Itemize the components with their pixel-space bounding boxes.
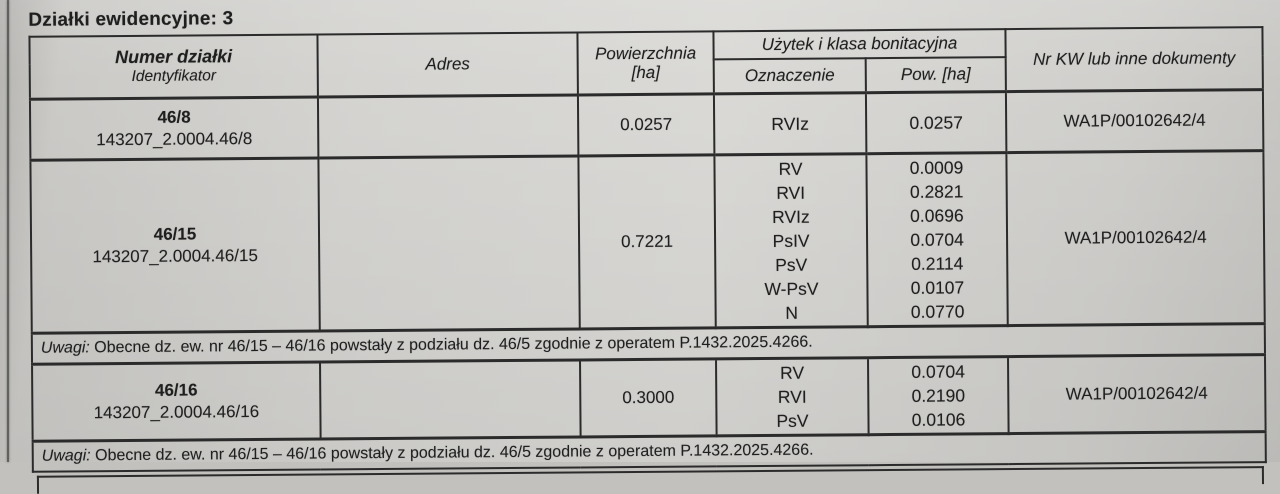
kw-number-cell: WA1P/00102642/4 [1007, 354, 1266, 434]
column-header-kw: Nr KW lub inne dokumenty [1005, 27, 1263, 92]
landuse-area: 0.0106 [911, 409, 966, 430]
total-area-cell: 0.3000 [580, 358, 717, 437]
landuse-area: 0.0704 [911, 361, 965, 382]
plot-identifier: 143207_2.0004.46/8 [96, 129, 253, 150]
table-row: 46/16 143207_2.0004.46/16 0.3000 RV RVI PsV 0.… [32, 354, 1266, 442]
identifier-label: Identyfikator [131, 67, 217, 85]
address-cell [320, 359, 581, 440]
landuse-areas-cell: 0.0704 0.2190 0.0106 [868, 356, 1009, 435]
header-row-1: Numer działki Identyfikator Adres Powier… [29, 27, 1263, 100]
landuse-symbol: RV [778, 158, 803, 179]
landuse-symbol: RVI [776, 182, 806, 203]
total-area-cell: 0.0257 [577, 93, 715, 156]
table-body: 46/8 143207_2.0004.46/8 0.0257 RVIz 0.0257 WA… [29, 89, 1266, 472]
column-header-landuse-group: Użytek i klasa bonitacyjna [713, 29, 1006, 60]
landuse-symbol: PsV [776, 410, 809, 431]
landuse-area: 0.0770 [910, 301, 965, 322]
table-row: 46/8 143207_2.0004.46/8 0.0257 RVIz 0.0257 WA… [29, 89, 1264, 161]
column-header-landuse-area: Pow. [ha] [865, 57, 1006, 93]
remarks-text: Obecne dz. ew. nr 46/15 – 46/16 powstały… [95, 441, 814, 465]
kw-number-cell: WA1P/00102642/4 [1005, 89, 1264, 153]
landuse-area: 0.0107 [910, 277, 965, 298]
plot-number: 46/8 [157, 107, 191, 127]
plot-number-cell: 46/15 143207_2.0004.46/15 [30, 158, 320, 334]
landuse-symbol: PsIV [772, 230, 810, 251]
landuse-symbols-cell: RV RVI PsV [716, 357, 869, 436]
landuse-symbols-cell: RV RVI RVIz PsIV PsV W-PsV N [714, 153, 868, 328]
remarks-text: Obecne dz. ew. nr 46/15 – 46/16 powstały… [94, 333, 813, 357]
table-row: 46/15 143207_2.0004.46/15 0.7221 RV RVI RVIz P… [30, 150, 1265, 334]
landuse-area: 0.0257 [909, 112, 964, 133]
landuse-area: 0.2821 [909, 181, 964, 202]
landuse-symbol: W-PsV [764, 278, 819, 300]
page-fold-line [7, 0, 9, 462]
column-header-area: Powierzchnia [ha] [577, 31, 714, 95]
area-label-line2: [ha] [631, 62, 661, 83]
table-header: Numer działki Identyfikator Adres Powier… [29, 27, 1263, 100]
landuse-area: 0.0704 [910, 229, 964, 250]
plot-number: 46/16 [154, 380, 198, 400]
landuse-area: 0.2114 [911, 253, 964, 274]
remarks-label: Uwagi: [40, 339, 90, 357]
landuse-symbol: RVIz [771, 113, 810, 134]
column-header-plot-number: Numer działki Identyfikator [29, 34, 318, 100]
plot-number: 46/15 [153, 224, 197, 244]
landuse-area: 0.0009 [909, 157, 964, 178]
landuse-symbol: RVIz [772, 206, 810, 227]
total-area-cell: 0.7221 [578, 154, 716, 329]
landuse-areas-cell: 0.0009 0.2821 0.0696 0.0704 0.2114 0.0107 0.07… [866, 152, 1008, 327]
scan-content: Działki ewidencyjne: 3 Numer działki Ide… [28, 8, 1266, 494]
address-cell [317, 94, 579, 159]
landuse-symbols-cell: RVIz [713, 92, 867, 155]
plot-identifier: 143207_2.0004.46/15 [92, 246, 258, 267]
plot-number-label: Numer działki [115, 46, 233, 68]
column-header-landuse-symbol: Oznaczenie [713, 58, 866, 94]
plot-number-cell: 46/16 143207_2.0004.46/16 [32, 362, 321, 442]
cadastral-plots-table: Numer działki Identyfikator Adres Powier… [28, 26, 1266, 473]
remarks-label: Uwagi: [41, 447, 91, 465]
landuse-areas-cell: 0.0257 [865, 91, 1007, 154]
landuse-symbol: RV [780, 362, 805, 383]
landuse-symbol: PsV [775, 254, 808, 275]
landuse-symbol: N [785, 302, 799, 323]
plot-identifier: 143207_2.0004.46/16 [93, 401, 260, 423]
landuse-symbol: RVI [777, 386, 807, 407]
address-cell [318, 155, 580, 332]
kw-number-cell: WA1P/00102642/4 [1006, 150, 1265, 326]
paper-background [0, 0, 1280, 462]
landuse-area: 0.0696 [910, 205, 964, 226]
area-label-line1: Powierzchnia [594, 43, 697, 64]
plot-number-cell: 46/8 143207_2.0004.46/8 [29, 97, 319, 161]
landuse-area: 0.2190 [911, 385, 966, 406]
column-header-address: Adres [317, 32, 578, 98]
